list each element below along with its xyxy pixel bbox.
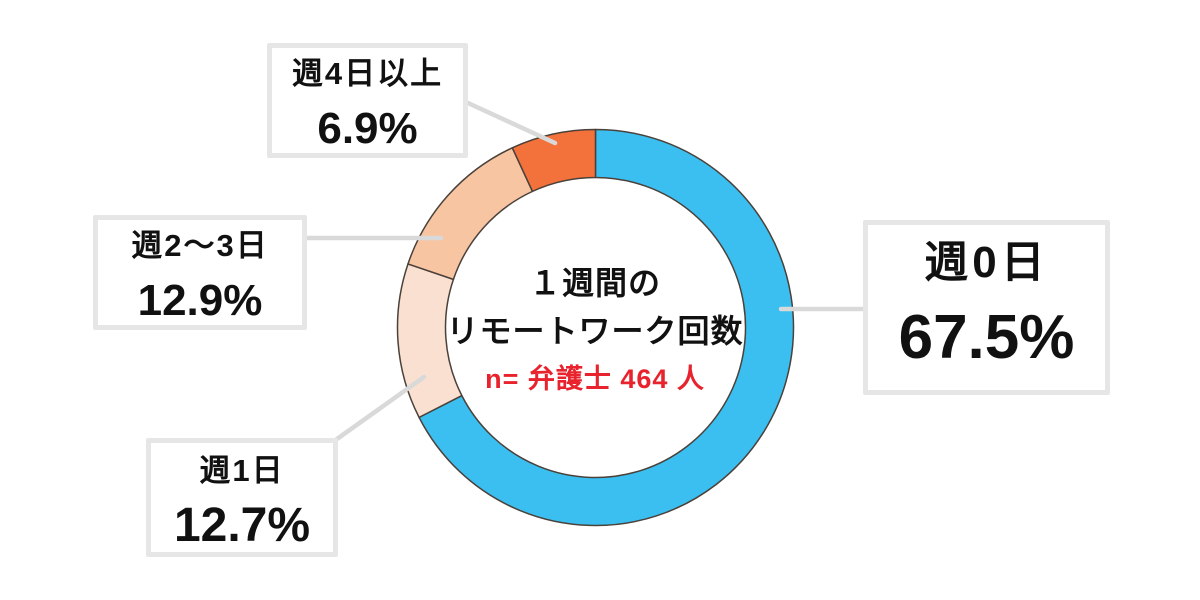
- leader-line-one: [334, 374, 427, 442]
- callout-label: 週4日以上: [291, 55, 444, 91]
- callout-label: 週1日: [199, 452, 285, 488]
- callout-two-three-days: 週2〜3日 12.9%: [93, 215, 307, 330]
- callout-label: 週2〜3日: [131, 227, 269, 263]
- center-title-line2: リモートワーク回数: [446, 313, 744, 349]
- callout-four-plus-days: 週4日以上 6.9%: [267, 43, 468, 158]
- donut-segment-0: [418, 128, 795, 527]
- sample-size-note: n= 弁護士 464 人: [485, 364, 705, 394]
- donut-segment-3: [511, 128, 597, 193]
- callout-label: 週0日: [924, 237, 1049, 287]
- callout-one-day: 週1日 12.7%: [146, 438, 338, 557]
- leader-lines: [304, 100, 867, 442]
- callout-value: 12.7%: [173, 498, 311, 552]
- leader-line-four-plus: [465, 100, 558, 146]
- center-title-line1: １週間の: [528, 265, 662, 301]
- donut-segments: [396, 128, 795, 527]
- callout-value: 12.9%: [137, 275, 263, 325]
- callout-zero-days: 週0日 67.5%: [863, 220, 1110, 395]
- callout-value: 67.5%: [898, 302, 1075, 372]
- chart-center-title: １週間の リモートワーク回数 n= 弁護士 464 人: [446, 259, 743, 403]
- callout-value: 6.9%: [317, 103, 418, 153]
